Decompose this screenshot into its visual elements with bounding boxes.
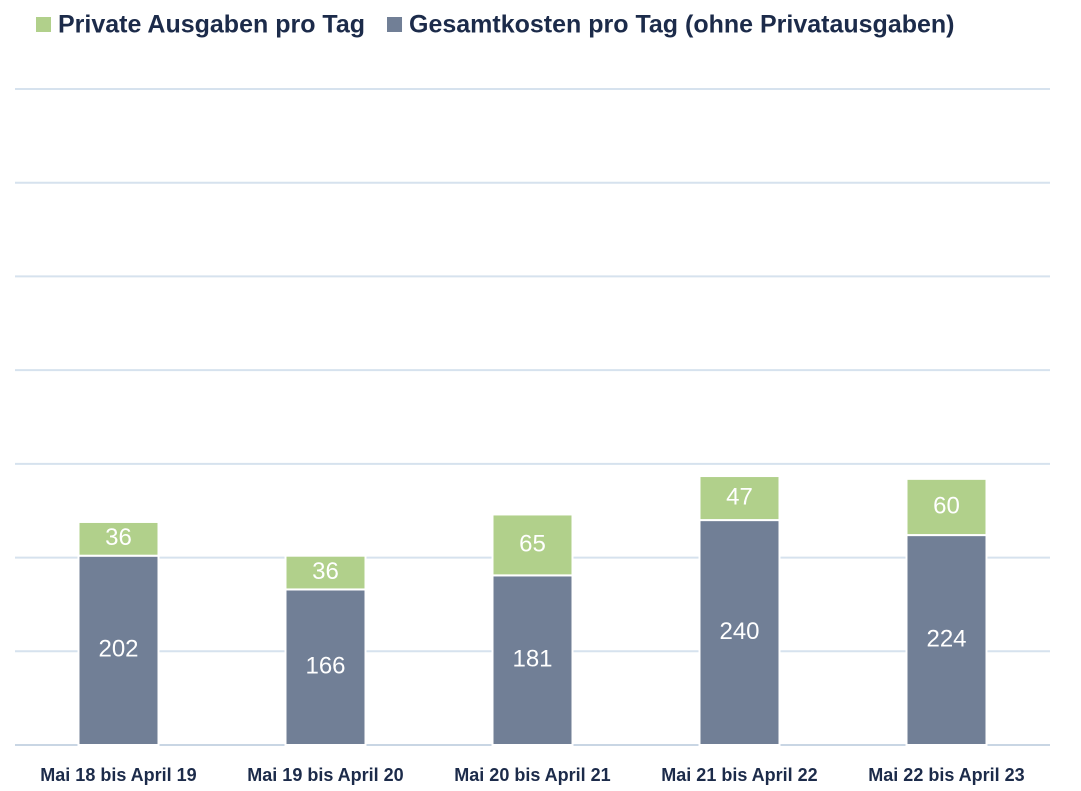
legend-swatch (36, 17, 51, 32)
bar-segment (905, 534, 988, 747)
value-label: 181 (512, 646, 552, 673)
value-label: 36 (312, 558, 339, 585)
value-label: 202 (98, 636, 138, 663)
x-tick-label: Mai 22 bis April 23 (868, 765, 1024, 785)
legend-label: Private Ausgaben pro Tag (58, 11, 365, 39)
value-label: 166 (305, 653, 345, 680)
bar-segment (77, 554, 160, 746)
bar-segment (491, 574, 574, 746)
x-tick-label: Mai 21 bis April 22 (661, 765, 817, 785)
x-tick-label: Mai 19 bis April 20 (247, 765, 403, 785)
value-label: 60 (933, 492, 960, 519)
value-label: 224 (926, 625, 966, 652)
bar-segment (698, 475, 781, 522)
bar-segment (284, 554, 367, 591)
x-tick-label: Mai 18 bis April 19 (40, 765, 196, 785)
bar-segment (284, 588, 367, 746)
value-label: 65 (519, 530, 546, 557)
legend-swatch (387, 17, 403, 32)
bar-segment (77, 520, 160, 557)
value-label: 240 (719, 618, 759, 645)
legend-label: Gesamtkosten pro Tag (ohne Privatausgabe… (409, 11, 954, 39)
x-tick-label: Mai 20 bis April 21 (454, 765, 610, 785)
value-label: 47 (726, 483, 753, 510)
bar-segment (905, 477, 988, 537)
value-label: 36 (105, 524, 132, 551)
bar-segment (491, 513, 574, 577)
